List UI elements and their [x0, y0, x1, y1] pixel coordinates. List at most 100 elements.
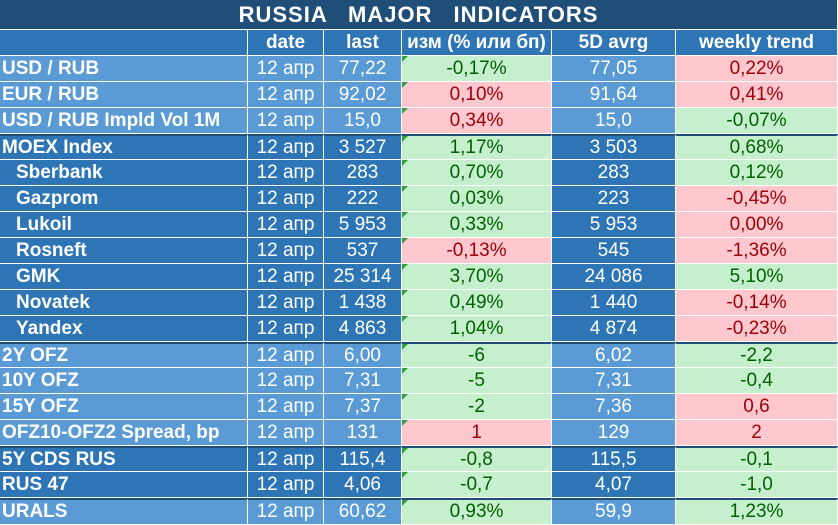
row-change: 0,70% [402, 160, 552, 186]
row-date: 12 апр [248, 498, 324, 525]
row-5d-avg: 77,05 [552, 56, 676, 82]
row-last: 7,37 [324, 394, 402, 420]
row-5d-avg: 4 874 [552, 316, 676, 342]
row-weekly-trend: -0,14% [676, 290, 838, 316]
row-name: Lukoil [0, 212, 248, 238]
row-5d-avg: 283 [552, 160, 676, 186]
row-weekly-trend: -0,1 [676, 446, 838, 472]
row-last: 92,02 [324, 82, 402, 108]
row-name: USD / RUB [0, 56, 248, 82]
row-name: 15Y OFZ [0, 394, 248, 420]
row-change: -0,7 [402, 472, 552, 498]
row-name: Rosneft [0, 238, 248, 264]
row-weekly-trend: 0,41% [676, 82, 838, 108]
row-5d-avg: 4,07 [552, 472, 676, 498]
row-name: EUR / RUB [0, 82, 248, 108]
cell-marker-icon [402, 264, 408, 270]
header-change: изм (% или бп) [402, 30, 552, 56]
row-change: -2 [402, 394, 552, 420]
row-5d-avg: 7,31 [552, 368, 676, 394]
row-change: 1,17% [402, 134, 552, 160]
row-name: RUS 47 [0, 472, 248, 498]
row-weekly-trend: 5,10% [676, 264, 838, 290]
row-last: 537 [324, 238, 402, 264]
row-date: 12 апр [248, 342, 324, 368]
row-last: 115,4 [324, 446, 402, 472]
header-last: last [324, 30, 402, 56]
cell-marker-icon [402, 238, 408, 244]
row-weekly-trend: -0,23% [676, 316, 838, 342]
row-last: 77,22 [324, 56, 402, 82]
cell-marker-icon [402, 108, 408, 114]
row-date: 12 апр [248, 82, 324, 108]
row-date: 12 апр [248, 56, 324, 82]
row-date: 12 апр [248, 368, 324, 394]
row-date: 12 апр [248, 446, 324, 472]
header-name [0, 30, 248, 56]
cell-marker-icon [402, 290, 408, 296]
row-change: 0,93% [402, 498, 552, 525]
row-weekly-trend: 0,22% [676, 56, 838, 82]
row-weekly-trend: 2 [676, 420, 838, 446]
row-change: 3,70% [402, 264, 552, 290]
row-5d-avg: 545 [552, 238, 676, 264]
row-5d-avg: 3 503 [552, 134, 676, 160]
row-name: USD / RUB Impld Vol 1M [0, 108, 248, 134]
row-last: 6,00 [324, 342, 402, 368]
row-weekly-trend: 0,68% [676, 134, 838, 160]
row-date: 12 апр [248, 264, 324, 290]
row-last: 7,31 [324, 368, 402, 394]
row-last: 15,0 [324, 108, 402, 134]
row-change: 0,34% [402, 108, 552, 134]
cell-marker-icon [402, 394, 408, 400]
row-change: 0,49% [402, 290, 552, 316]
row-name: Sberbank [0, 160, 248, 186]
row-date: 12 апр [248, 290, 324, 316]
row-date: 12 апр [248, 212, 324, 238]
row-change: 0,33% [402, 212, 552, 238]
row-5d-avg: 59,9 [552, 498, 676, 525]
row-name: 2Y OFZ [0, 342, 248, 368]
row-change: 0,10% [402, 82, 552, 108]
row-5d-avg: 115,5 [552, 446, 676, 472]
row-5d-avg: 1 440 [552, 290, 676, 316]
row-weekly-trend: -0,45% [676, 186, 838, 212]
row-last: 5 953 [324, 212, 402, 238]
row-5d-avg: 24 086 [552, 264, 676, 290]
row-5d-avg: 15,0 [552, 108, 676, 134]
row-weekly-trend: -2,2 [676, 342, 838, 368]
row-last: 60,62 [324, 498, 402, 525]
row-last: 25 314 [324, 264, 402, 290]
cell-marker-icon [402, 448, 408, 454]
row-weekly-trend: -0,07% [676, 108, 838, 134]
row-change: 1 [402, 420, 552, 446]
row-name: GMK [0, 264, 248, 290]
row-last: 222 [324, 186, 402, 212]
row-change: -0,8 [402, 446, 552, 472]
table-title: RUSSIA MAJOR INDICATORS [0, 0, 838, 30]
row-weekly-trend: -1,36% [676, 238, 838, 264]
cell-marker-icon [402, 136, 408, 142]
row-date: 12 апр [248, 160, 324, 186]
row-date: 12 апр [248, 186, 324, 212]
row-change: -0,17% [402, 56, 552, 82]
row-5d-avg: 91,64 [552, 82, 676, 108]
cell-marker-icon [402, 186, 408, 192]
row-date: 12 апр [248, 472, 324, 498]
row-last: 1 438 [324, 290, 402, 316]
row-weekly-trend: 0,12% [676, 160, 838, 186]
row-name: URALS [0, 498, 248, 525]
row-weekly-trend: 0,00% [676, 212, 838, 238]
cell-marker-icon [402, 368, 408, 374]
row-name: 5Y CDS RUS [0, 446, 248, 472]
row-5d-avg: 129 [552, 420, 676, 446]
row-last: 4,06 [324, 472, 402, 498]
row-last: 3 527 [324, 134, 402, 160]
cell-marker-icon [402, 472, 408, 478]
row-name: Novatek [0, 290, 248, 316]
header-5d-avg: 5D avrg [552, 30, 676, 56]
row-change: -6 [402, 342, 552, 368]
cell-marker-icon [402, 56, 408, 62]
row-date: 12 апр [248, 316, 324, 342]
row-5d-avg: 223 [552, 186, 676, 212]
